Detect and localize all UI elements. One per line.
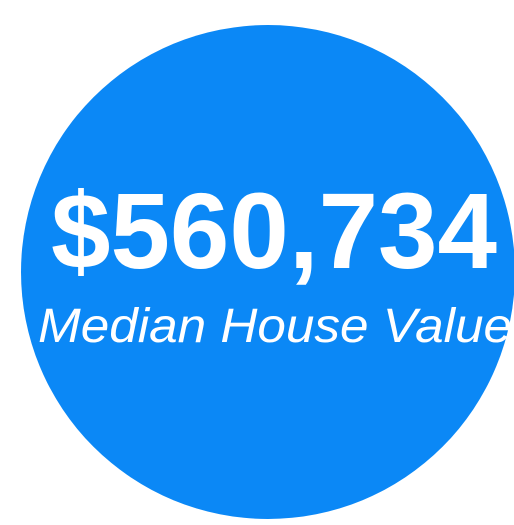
stat-value: $560,734 — [51, 170, 497, 291]
stat-circle — [21, 25, 514, 519]
stat-label: Median House Value — [38, 300, 512, 353]
